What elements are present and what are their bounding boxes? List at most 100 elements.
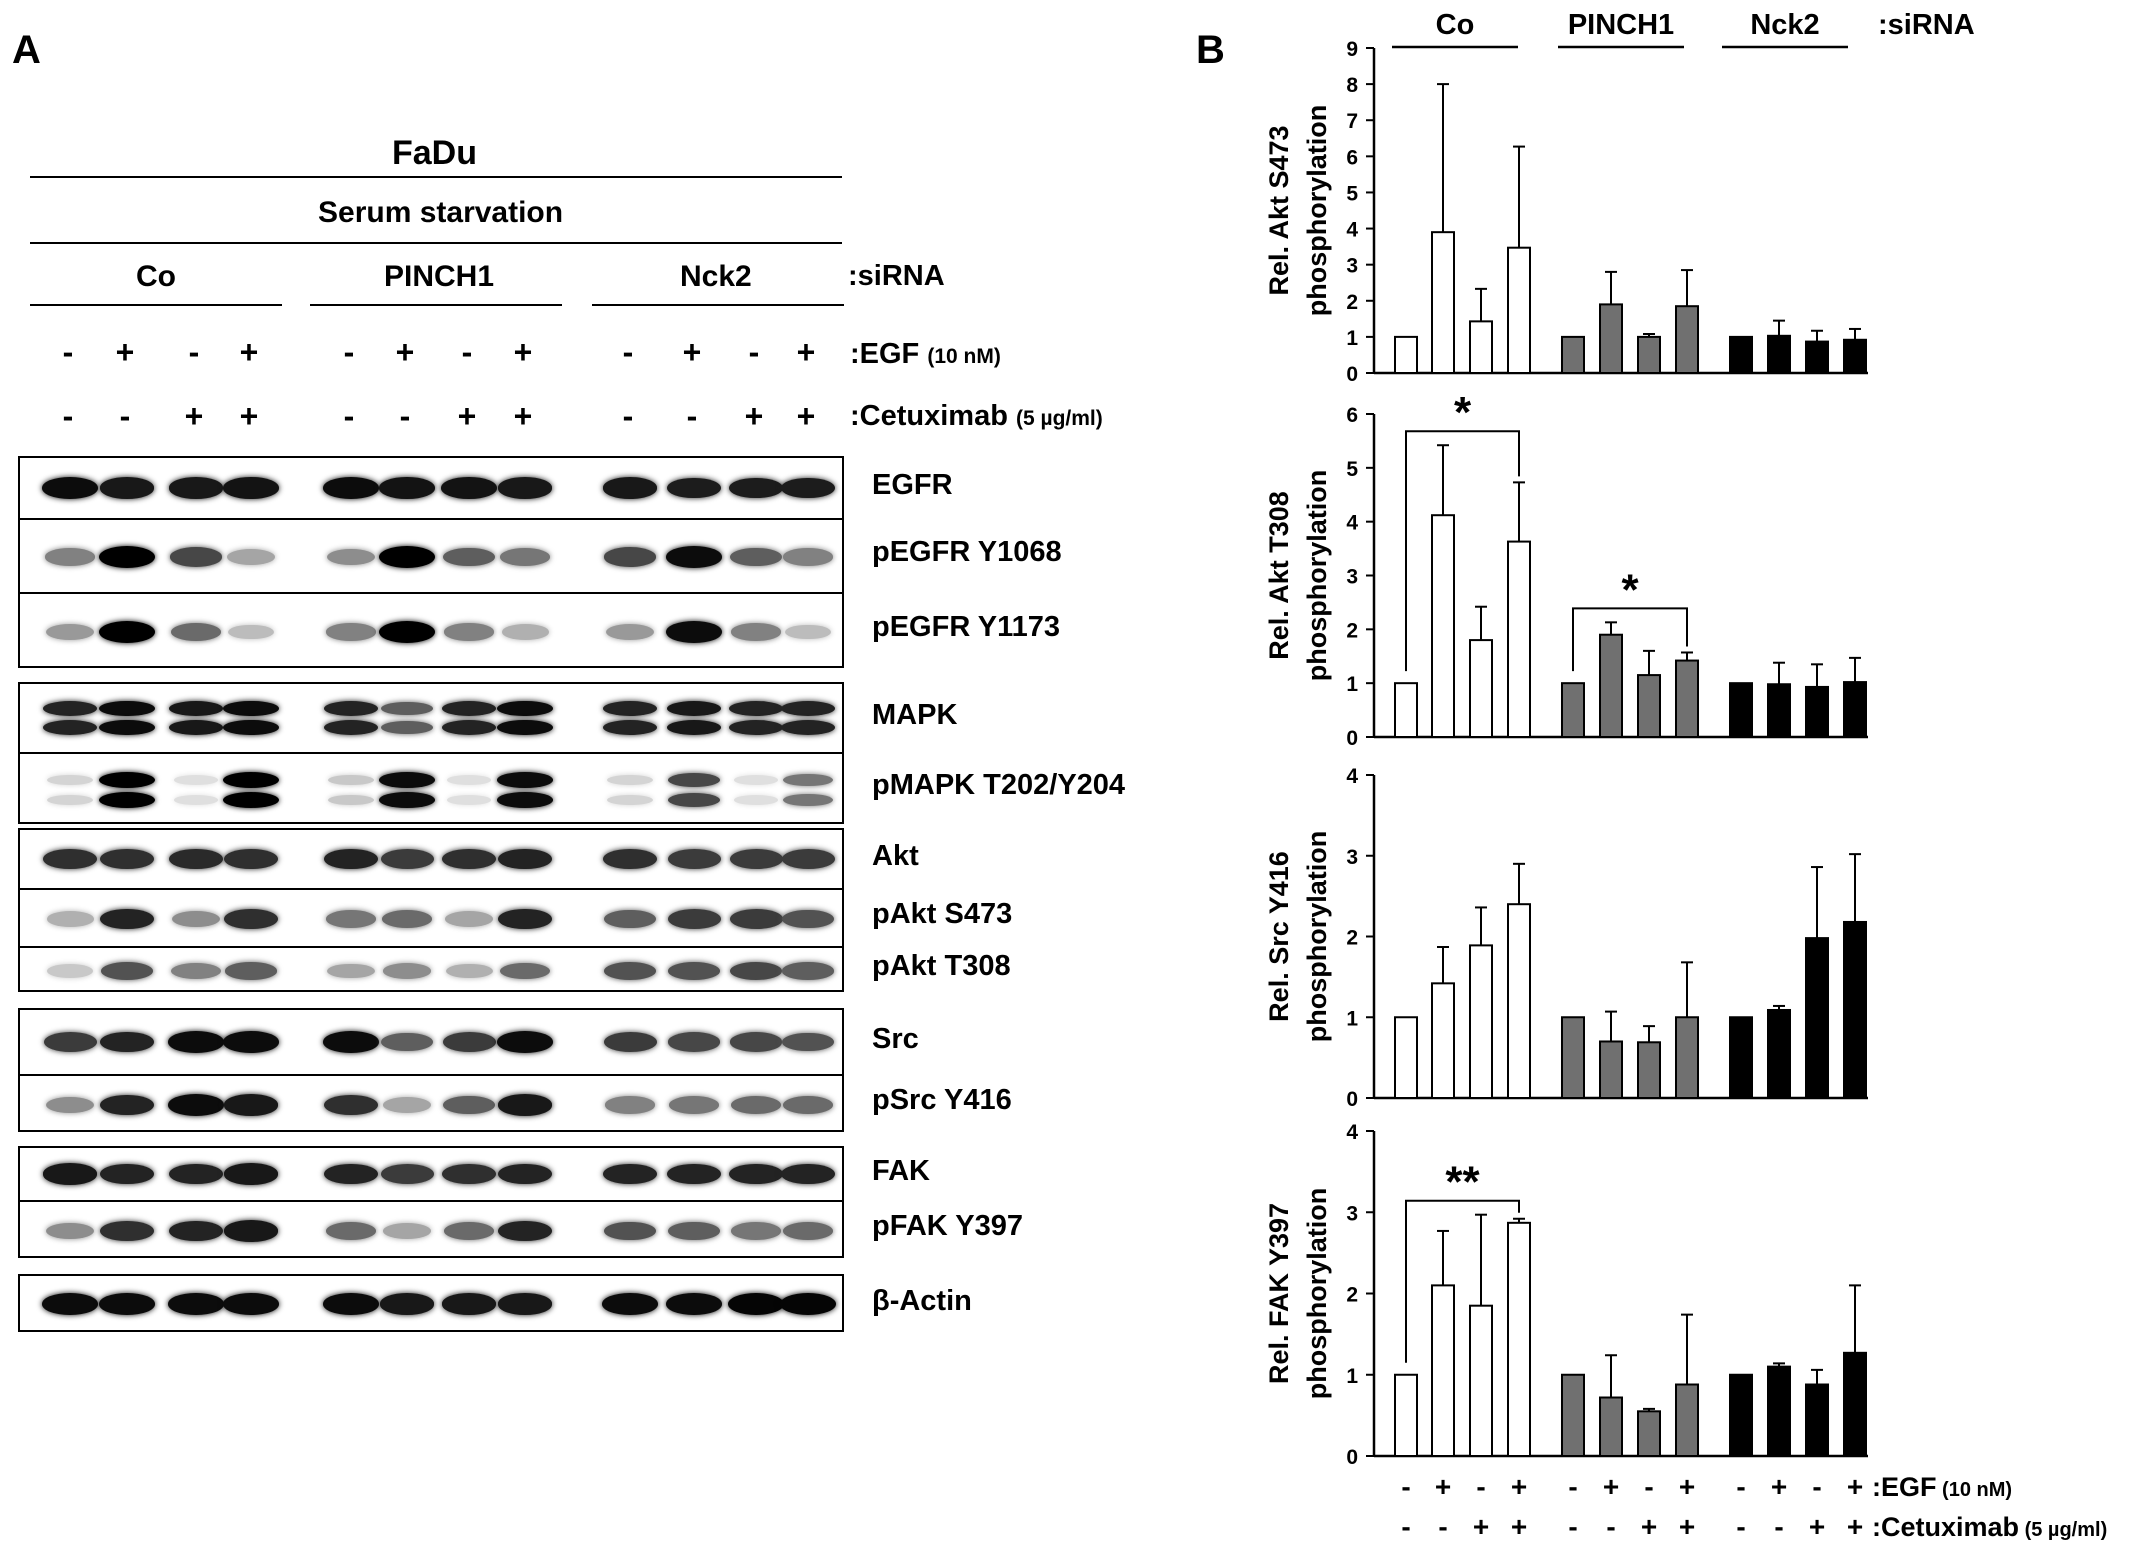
band-pakt-t308-lane-4: [225, 962, 277, 980]
band-egfr-lane-10: [666, 477, 722, 499]
band-pfak-y397-lane-2: [100, 1220, 154, 1242]
chart-3-bar-nck2-3: [1805, 937, 1829, 1099]
b-cetuximab-sign-3: +: [1473, 1511, 1489, 1542]
b-egf-sign-9: -: [1736, 1471, 1745, 1502]
band-egfr-lane-3: [168, 477, 224, 499]
band-pegfr-y1173-lane-5: [326, 623, 376, 641]
band-src-lane-1: [43, 1032, 97, 1052]
band-pegfr-y1068-lane-7: [443, 547, 495, 567]
egf-label-text: :EGF: [850, 338, 920, 370]
band-psrc-y416-lane-7: [443, 1095, 495, 1115]
band-egfr-lane-12: [780, 477, 836, 499]
chart-1-ytick-label-2: 2: [1346, 291, 1358, 314]
band-beta-actin-lane-4: [223, 1293, 279, 1315]
band-pmapk-t202-y204-lane-4: [223, 771, 279, 788]
b-egf-sign-4: +: [1511, 1471, 1527, 1502]
cetuximab-sign-6: -: [399, 398, 411, 434]
band-pmapk-t202-y204-lane-12: [783, 773, 833, 787]
chart-4-ytick-label-4: 4: [1346, 1121, 1358, 1144]
band-pmapk-t202-y204-lane-3: [173, 795, 219, 806]
band-pfak-y397-lane-10: [668, 1221, 720, 1241]
blot-box-4: [18, 1008, 844, 1132]
chart-2-bar-nck2-1: [1729, 682, 1753, 739]
band-pmapk-t202-y204-lane-7: [446, 774, 492, 785]
band-mapk-lane-11: [728, 720, 784, 736]
chart-4-bar-pinch1-1: [1561, 1373, 1585, 1457]
band-psrc-y416-lane-10: [669, 1096, 719, 1114]
band-pegfr-y1068-lane-12: [783, 548, 833, 566]
band-akt-lane-2: [100, 848, 154, 870]
band-mapk-lane-10: [666, 700, 722, 717]
cell-line-title: FaDu: [392, 134, 477, 172]
chart-4-bar-nck2-1: [1729, 1373, 1753, 1457]
band-pakt-t308-lane-12: [782, 962, 834, 980]
band-pegfr-y1068-lane-5: [326, 548, 376, 566]
chart-3-bar-nck2-4: [1843, 920, 1867, 1100]
chart-3-ytick-label-3: 3: [1346, 846, 1358, 869]
b-cetuximab-sign-2: -: [1438, 1511, 1447, 1542]
band-psrc-y416-lane-11: [730, 1095, 782, 1114]
b-cetuximab-label: :Cetuximab (5 µg/ml): [1872, 1512, 2107, 1542]
band-akt-lane-5: [323, 848, 379, 870]
band-mapk-lane-7: [441, 720, 497, 736]
cell-line-rule: [30, 176, 842, 178]
band-pegfr-y1068-lane-10: [666, 546, 722, 568]
band-akt-lane-10: [667, 849, 721, 869]
chart-3-bar-nck2-1: [1729, 1016, 1753, 1099]
band-egfr-lane-4: [223, 477, 279, 499]
chart-2-ytick-label-0: 0: [1346, 727, 1358, 750]
egf-sign-9: -: [622, 334, 634, 370]
band-beta-actin-lane-6: [379, 1293, 435, 1315]
chart-3-ytick-label-4: 4: [1346, 765, 1358, 788]
chart-1-bar-co-3: [1469, 320, 1493, 375]
band-src-lane-12: [782, 1032, 834, 1052]
chart-3-bar-nck2-2: [1767, 1008, 1791, 1099]
chart-2-ylabel-line-2: phosphorylation: [1302, 470, 1332, 682]
sirna-rule-nck2: [592, 304, 844, 306]
cetuximab-label-a: :Cetuximab (5 µg/ml): [850, 400, 1103, 433]
band-pfak-y397-lane-4: [223, 1220, 279, 1242]
chart-4-bar-pinch1-2: [1599, 1396, 1623, 1457]
band-fak-lane-2: [99, 1163, 155, 1185]
chart-2-ytick-label-5: 5: [1346, 458, 1358, 481]
band-egfr-lane-8: [497, 477, 553, 499]
band-pmapk-t202-y204-lane-8: [497, 792, 553, 808]
band-pmapk-t202-y204-lane-9: [607, 794, 653, 806]
blot-label-pakt-t308: pAkt T308: [872, 950, 1011, 982]
chart-4-ylabel-line-1: Rel. FAK Y397: [1264, 1203, 1294, 1384]
chart-3-bar-pinch1-4: [1675, 1016, 1699, 1099]
band-src-lane-3: [168, 1031, 224, 1053]
chart-1: 0 1 2 3 4 5 6 7 8 9 Rel. Akt S473 phosphorylation: [1264, 38, 1868, 386]
chart-2-bar-co-2: [1431, 514, 1455, 738]
chart-2-bar-co-3: [1469, 639, 1493, 738]
cetuximab-sign-3: +: [184, 398, 204, 434]
sirna-group-nck2: Nck2: [680, 260, 752, 293]
b-egf-sign-2: +: [1435, 1471, 1451, 1502]
band-pegfr-y1068-lane-8: [500, 548, 550, 566]
chart-1-ytick-label-3: 3: [1346, 255, 1358, 278]
band-beta-actin-lane-5: [323, 1293, 379, 1315]
band-pmapk-t202-y204-lane-1: [47, 774, 93, 786]
band-src-lane-4: [223, 1031, 279, 1053]
band-akt-lane-6: [380, 849, 434, 869]
band-mapk-lane-1: [42, 700, 98, 716]
chart-2-significance-label-2: *: [1621, 565, 1639, 614]
b-cetuximab-sign-9: -: [1736, 1511, 1745, 1542]
chart-1-ylabel-line-1: Rel. Akt S473: [1264, 125, 1294, 295]
band-pakt-t308-lane-1: [47, 964, 93, 978]
chart-4-bar-co-4: [1507, 1221, 1531, 1457]
chart-1-bar-co-1: [1394, 335, 1418, 374]
chart-3-bar-co-4: [1507, 903, 1531, 1100]
band-mapk-lane-11: [728, 700, 784, 716]
band-mapk-lane-12: [780, 720, 836, 736]
band-beta-actin-lane-7: [441, 1293, 497, 1315]
band-beta-actin-lane-8: [497, 1293, 553, 1315]
chart-1-bar-co-4: [1507, 246, 1531, 374]
band-psrc-y416-lane-2: [99, 1094, 155, 1116]
chart-1-ytick-label-5: 5: [1346, 182, 1358, 205]
chart-2-significance-bracket-1: [1405, 430, 1520, 672]
blot-row-pfak-y397: [20, 1200, 842, 1256]
band-beta-actin-lane-9: [602, 1293, 658, 1315]
band-mapk-lane-5: [323, 720, 379, 736]
band-egfr-lane-11: [728, 477, 784, 499]
